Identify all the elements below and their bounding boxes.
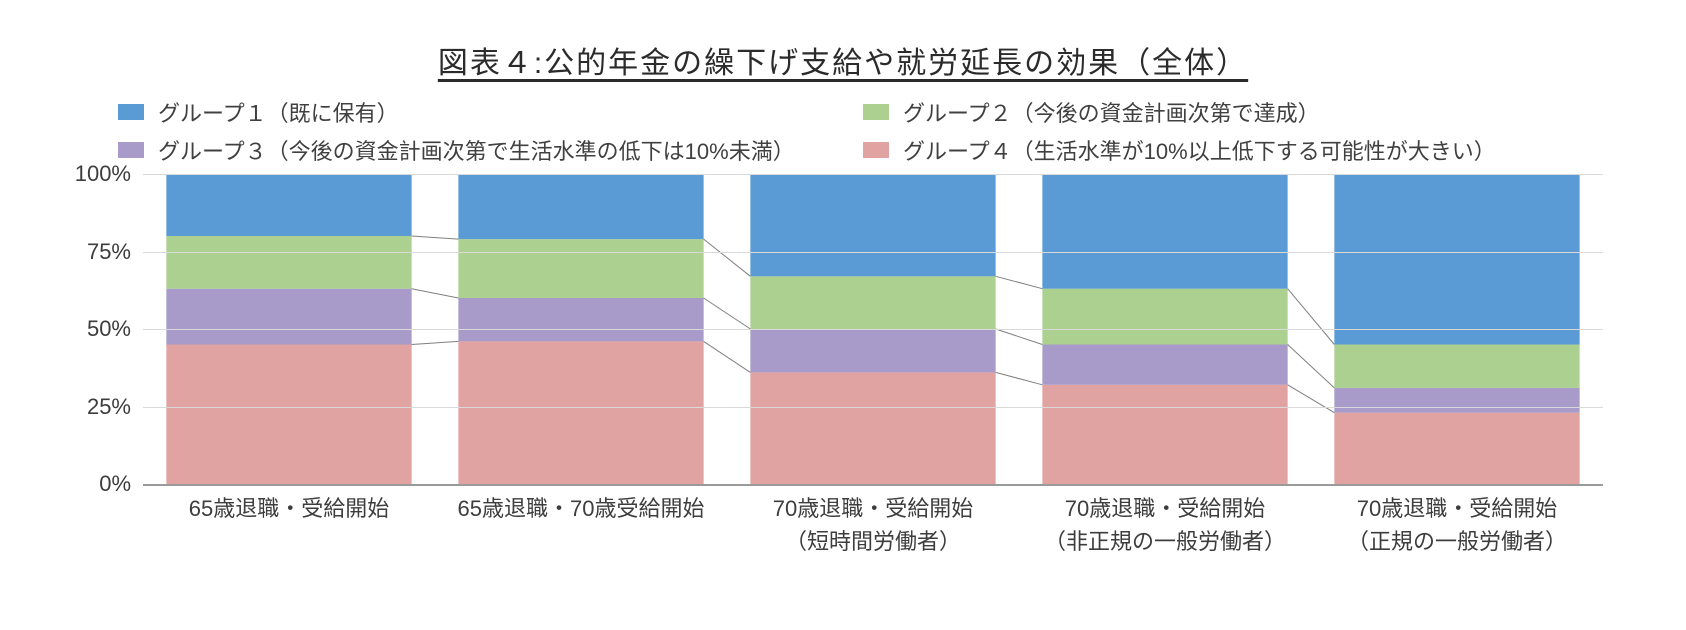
bar-segment-g2 xyxy=(166,236,411,289)
x-axis-label: 65歳退職・受給開始 xyxy=(143,492,435,558)
bar-segment-g4 xyxy=(166,345,411,485)
legend-item-g1: グループ１（既に保有） xyxy=(118,96,823,128)
bar-segment-g1 xyxy=(458,174,703,239)
legend-swatch-g2 xyxy=(863,104,889,120)
bar-segment-g4 xyxy=(1334,413,1579,484)
bar-segment-g1 xyxy=(166,174,411,236)
bar-segment-g1 xyxy=(750,174,995,276)
connector-line xyxy=(996,329,1043,345)
legend-item-g4: グループ４（生活水準が10%以上低下する可能性が大きい） xyxy=(863,134,1568,166)
x-axis-label: 70歳退職・受給開始（正規の一般労働者） xyxy=(1311,492,1603,558)
x-axis-label-line1: 70歳退職・受給開始 xyxy=(1019,492,1311,525)
legend-label-g1: グループ１（既に保有） xyxy=(158,96,399,128)
y-tick-label: 50% xyxy=(87,316,143,342)
x-axis-label-line1: 70歳退職・受給開始 xyxy=(1311,492,1603,525)
connector-line xyxy=(996,276,1043,288)
bar-segment-g2 xyxy=(1042,289,1287,345)
legend-label-g3: グループ３（今後の資金計画次第で生活水準の低下は10%未満） xyxy=(158,134,795,166)
connector-line xyxy=(704,239,751,276)
bar-segment-g3 xyxy=(1042,345,1287,385)
gridline xyxy=(143,174,1603,175)
y-tick-label: 100% xyxy=(75,161,143,187)
chart-title: 図表４:公的年金の繰下げ支給や就労延長の効果（全体） xyxy=(60,38,1626,82)
x-axis-label-line1: 65歳退職・70歳受給開始 xyxy=(435,492,727,525)
x-axis-label: 70歳退職・受給開始（短時間労働者） xyxy=(727,492,1019,558)
gridline xyxy=(143,407,1603,408)
figure-root: 図表４:公的年金の繰下げ支給や就労延長の効果（全体） グループ１（既に保有） グ… xyxy=(0,0,1686,630)
bar-segment-g1 xyxy=(1042,174,1287,289)
bar-segment-g2 xyxy=(750,276,995,329)
legend: グループ１（既に保有） グループ２（今後の資金計画次第で達成） グループ３（今後… xyxy=(118,96,1568,166)
x-axis-label-line2: （短時間労働者） xyxy=(727,525,1019,558)
gridline xyxy=(143,252,1603,253)
legend-swatch-g4 xyxy=(863,142,889,158)
x-axis-label-line2: （正規の一般労働者） xyxy=(1311,525,1603,558)
x-axis-label-line1: 70歳退職・受給開始 xyxy=(727,492,1019,525)
y-tick-label: 25% xyxy=(87,394,143,420)
x-axis-label: 70歳退職・受給開始（非正規の一般労働者） xyxy=(1019,492,1311,558)
x-axis-label-line2: （非正規の一般労働者） xyxy=(1019,525,1311,558)
legend-swatch-g3 xyxy=(118,142,144,158)
x-axis-label-line1: 65歳退職・受給開始 xyxy=(143,492,435,525)
connector-line xyxy=(704,298,751,329)
bar-segment-g4 xyxy=(1042,385,1287,484)
gridline xyxy=(143,329,1603,330)
connector-line xyxy=(1288,385,1335,413)
bar-segment-g1 xyxy=(1334,174,1579,345)
legend-label-g2: グループ２（今後の資金計画次第で達成） xyxy=(903,96,1320,128)
legend-item-g3: グループ３（今後の資金計画次第で生活水準の低下は10%未満） xyxy=(118,134,823,166)
y-tick-label: 0% xyxy=(99,471,143,497)
connector-line xyxy=(412,236,459,239)
legend-label-g4: グループ４（生活水準が10%以上低下する可能性が大きい） xyxy=(903,134,1496,166)
legend-item-g2: グループ２（今後の資金計画次第で達成） xyxy=(863,96,1568,128)
legend-swatch-g1 xyxy=(118,104,144,120)
connector-line xyxy=(996,372,1043,384)
bar-segment-g3 xyxy=(458,298,703,341)
bar-segment-g2 xyxy=(1334,345,1579,388)
connector-line xyxy=(412,341,459,344)
plot-box: 0%25%50%75%100% xyxy=(143,174,1603,486)
x-axis-label: 65歳退職・70歳受給開始 xyxy=(435,492,727,558)
connector-line xyxy=(704,341,751,372)
x-axis-labels: 65歳退職・受給開始65歳退職・70歳受給開始70歳退職・受給開始（短時間労働者… xyxy=(143,492,1603,558)
chart-area: 0%25%50%75%100% 65歳退職・受給開始65歳退職・70歳受給開始7… xyxy=(63,174,1623,534)
bar-segment-g2 xyxy=(458,239,703,298)
connector-line xyxy=(412,289,459,298)
bar-segment-g4 xyxy=(458,341,703,484)
bar-segment-g4 xyxy=(750,372,995,484)
bar-segment-g3 xyxy=(750,329,995,372)
bar-segment-g3 xyxy=(166,289,411,345)
connector-line xyxy=(1288,289,1335,345)
connector-line xyxy=(1288,345,1335,388)
bar-segment-g3 xyxy=(1334,388,1579,413)
y-tick-label: 75% xyxy=(87,239,143,265)
